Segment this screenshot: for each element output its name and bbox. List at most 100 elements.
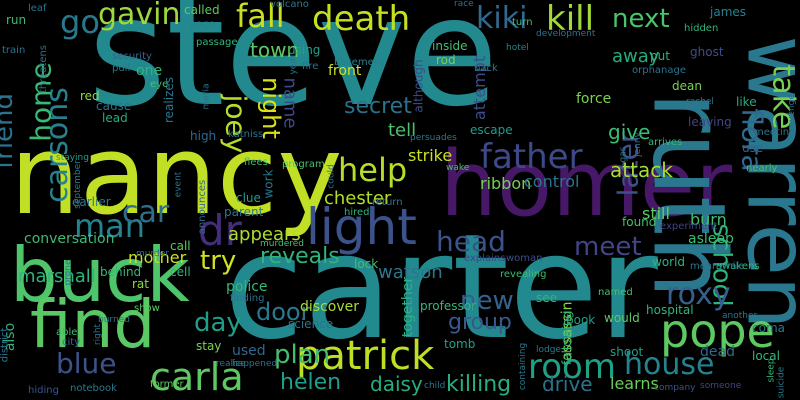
cloud-word: lodge <box>536 345 561 355</box>
cloud-word: hiding <box>28 385 59 396</box>
cloud-word: dead <box>700 344 735 360</box>
cloud-word: kill <box>546 0 595 39</box>
cloud-word: inside <box>432 39 468 53</box>
cloud-word: ghost <box>690 45 724 59</box>
cloud-word: fall <box>236 0 285 35</box>
cloud-word: parent <box>224 205 264 219</box>
cloud-word: helen <box>280 370 342 395</box>
cloud-word: joey <box>219 94 253 154</box>
cloud-word: notebook <box>70 383 117 394</box>
cloud-word: carla <box>150 355 244 399</box>
cloud-word: awakens <box>716 261 760 272</box>
cloud-word: front <box>328 63 362 79</box>
cloud-word: however <box>0 216 3 268</box>
cloud-word: used <box>232 343 266 359</box>
cloud-word: district <box>0 327 11 363</box>
cloud-word: help <box>338 151 408 189</box>
cloud-word: head <box>436 225 506 258</box>
cloud-word: light <box>306 198 417 256</box>
cloud-word: father <box>480 137 583 177</box>
cloud-word: although <box>411 59 426 113</box>
cloud-word: happened <box>232 359 278 369</box>
cloud-word: arrives <box>648 137 683 148</box>
cloud-word: clue <box>236 191 261 205</box>
cloud-word: explains <box>464 253 506 264</box>
cloud-word: show <box>134 303 160 314</box>
cloud-word: meet <box>574 232 642 262</box>
cloud-word: nancy <box>10 111 343 239</box>
cloud-word: using <box>288 43 321 57</box>
cloud-word: learns <box>610 374 659 393</box>
cloud-word: force <box>576 91 612 107</box>
cloud-word: asleep <box>688 231 734 247</box>
cloud-word: run <box>6 13 27 27</box>
cloud-word: friend <box>0 92 20 170</box>
cloud-word: blue <box>56 347 117 380</box>
cloud-word: pull <box>112 63 131 74</box>
cloud-word: see <box>536 291 558 305</box>
cloud-word: return <box>372 197 403 208</box>
cloud-word: steve <box>88 0 499 140</box>
cloud-word: revealing <box>500 269 547 280</box>
cloud-word: chester <box>324 188 392 209</box>
cloud-word: mother <box>128 248 187 267</box>
cloud-word: room <box>528 347 616 387</box>
cloud-word: experiment <box>660 221 718 232</box>
cloud-word: company <box>654 383 696 393</box>
cloud-word: race <box>454 0 474 9</box>
cloud-word: leaving <box>688 115 732 129</box>
cloud-word: one <box>136 63 163 79</box>
cloud-word: eye <box>150 79 169 90</box>
cloud-word: still <box>642 204 670 223</box>
cloud-word: revenge <box>786 94 797 131</box>
cloud-word: give <box>608 120 651 144</box>
cloud-word: fire <box>302 61 319 72</box>
cloud-word: meeting <box>754 127 796 138</box>
cloud-word: like <box>736 95 757 109</box>
cloud-word: man <box>74 207 146 245</box>
cloud-word: away <box>612 46 660 67</box>
cloud-word: book <box>566 313 596 327</box>
cloud-word: lock <box>354 257 379 271</box>
cloud-word: control <box>524 172 580 191</box>
cloud-word: marshall <box>18 266 96 287</box>
cloud-word: find <box>30 286 156 363</box>
cloud-word: reveals <box>260 244 340 269</box>
cloud-word: september <box>72 160 83 209</box>
cloud-word: escape <box>470 123 513 137</box>
cloud-word: page <box>190 19 215 30</box>
cloud-word: go <box>60 3 100 41</box>
cloud-word: hotel <box>506 43 529 53</box>
cloud-word: dr <box>198 206 242 255</box>
cloud-word: meanwhile <box>690 261 745 272</box>
cloud-word: murdered <box>260 239 305 249</box>
cloud-word: house <box>624 347 715 382</box>
cloud-word: local <box>752 349 780 363</box>
cloud-word: cell <box>170 265 191 279</box>
cloud-word: drive <box>542 372 593 396</box>
cloud-word: able <box>56 327 78 338</box>
cloud-word: high <box>190 129 217 143</box>
cloud-word: door <box>256 298 311 326</box>
cloud-word: new <box>460 286 514 316</box>
cloud-word: behind <box>100 265 142 279</box>
cloud-word: dean <box>672 79 702 93</box>
cloud-word: earlier <box>72 195 111 209</box>
cloud-word: professor <box>420 299 477 313</box>
cloud-word: stay <box>196 339 222 353</box>
cloud-word: red <box>80 89 100 103</box>
cloud-word: burn <box>690 210 727 229</box>
cloud-word: james <box>710 5 747 19</box>
cloud-word: car <box>122 195 170 230</box>
cloud-word: named <box>598 287 633 298</box>
cloud-word: katniss <box>228 129 264 140</box>
cloud-word: found <box>622 215 657 229</box>
cloud-word: nearly <box>746 163 778 174</box>
cloud-word: coma <box>752 321 785 335</box>
cloud-word: another <box>722 311 758 321</box>
cloud-word: realize <box>216 359 246 369</box>
cloud-word: threatens <box>38 44 50 94</box>
cloud-word: finding <box>230 293 265 304</box>
cloud-word: would <box>604 311 640 325</box>
